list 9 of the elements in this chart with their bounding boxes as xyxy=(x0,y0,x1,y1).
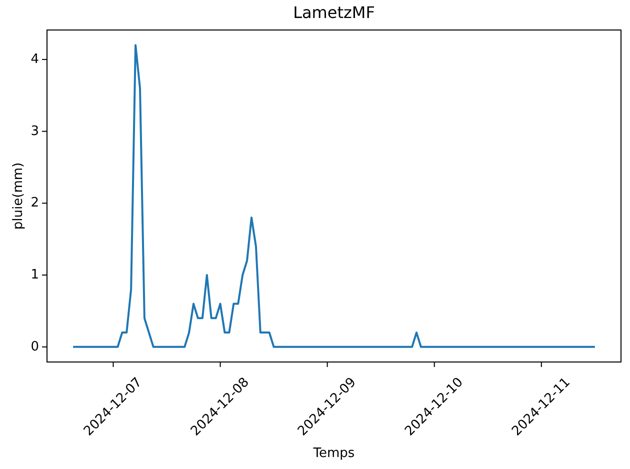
y-tick-label: 2 xyxy=(30,196,39,211)
y-axis-title: pluie(mm) xyxy=(11,162,26,230)
chart-title: LametzMF xyxy=(293,3,375,22)
y-tick-label: 3 xyxy=(30,124,39,139)
y-tick-label: 1 xyxy=(30,268,39,283)
line-series xyxy=(72,44,596,348)
y-tick-label: 4 xyxy=(30,52,39,67)
x-axis-title: Temps xyxy=(312,446,355,461)
y-tick-label: 0 xyxy=(30,339,39,354)
